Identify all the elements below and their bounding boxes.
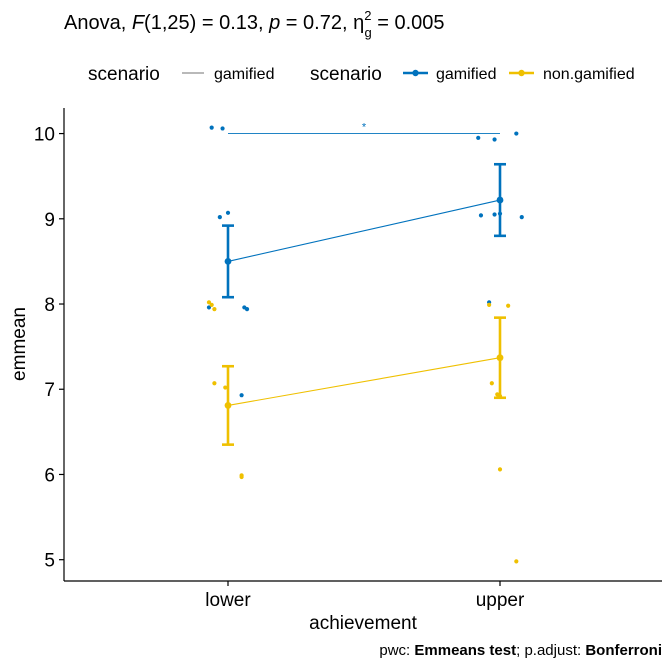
data-point: [223, 385, 228, 390]
legend-key-non-gamified-point: [518, 69, 525, 77]
y-tick-label: 7: [44, 380, 55, 401]
data-point: [239, 474, 244, 480]
chart-title: Anova, F(1,25) = 0.13, p = 0.72, η2 g = 0…: [64, 8, 445, 40]
x-axis-title: achievement: [309, 613, 417, 634]
data-point: [487, 302, 492, 307]
data-point: [492, 212, 497, 217]
y-tick-label: 8: [44, 295, 55, 316]
legend-title-1: scenario: [88, 64, 160, 85]
data-point: [206, 300, 212, 305]
data-point: [514, 131, 519, 136]
mean-point: [496, 354, 504, 362]
data-point: [506, 303, 511, 308]
plot-layer: *: [206, 122, 524, 564]
x-ticks: lower upper: [205, 581, 525, 611]
legend: scenario gamified scenario gamified non.…: [88, 64, 635, 85]
caption: pwc: Emmeans test; p.adjust: Bonferroni: [379, 642, 662, 659]
y-tick-label: 6: [44, 465, 55, 486]
legend-entry-line: gamified: [214, 66, 274, 83]
data-point: [244, 307, 250, 312]
legend-entry-gamified: gamified: [436, 66, 496, 83]
data-point: [492, 137, 497, 142]
y-ticks: 5 6 7 8 9 10: [34, 125, 64, 572]
data-point: [217, 214, 222, 220]
data-point: [220, 126, 225, 131]
legend-title-2: scenario: [310, 64, 382, 85]
legend-entry-non-gamified: non.gamified: [543, 66, 635, 83]
data-point: [212, 381, 217, 386]
data-point: [209, 125, 214, 130]
mean-point: [224, 402, 232, 409]
series-line: [227, 357, 501, 406]
y-tick-label: 9: [44, 210, 55, 231]
mean-point: [224, 258, 232, 265]
data-point: [476, 135, 481, 140]
data-point: [209, 302, 214, 307]
data-point: [212, 307, 217, 312]
y-axis-title: emmean: [9, 307, 30, 381]
data-point: [489, 381, 494, 386]
y-tick-label: 10: [34, 125, 55, 146]
x-tick-label: upper: [476, 590, 525, 611]
data-point: [239, 393, 244, 398]
data-point: [206, 305, 212, 310]
legend-key-gamified-point: [412, 69, 419, 77]
series-line: [227, 199, 501, 262]
data-point: [225, 210, 231, 215]
x-tick-label: lower: [205, 590, 251, 611]
data-point: [478, 213, 484, 218]
data-point: [514, 559, 519, 564]
significance-label: *: [362, 122, 367, 134]
data-point: [519, 214, 524, 220]
data-point: [497, 467, 503, 472]
y-tick-label: 5: [44, 551, 55, 572]
mean-point: [496, 196, 504, 204]
